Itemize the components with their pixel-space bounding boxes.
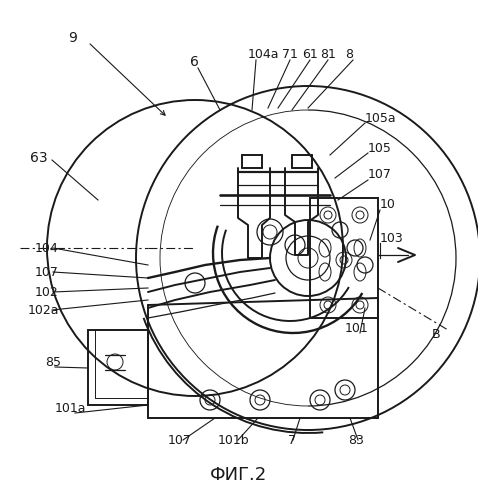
Text: 81: 81	[320, 48, 336, 62]
Text: 107: 107	[35, 266, 59, 278]
Text: 7: 7	[288, 434, 296, 446]
Text: 101: 101	[345, 322, 369, 334]
Text: 104a: 104a	[248, 48, 280, 62]
Text: 107: 107	[368, 168, 392, 181]
Text: 6: 6	[190, 55, 199, 69]
Text: 101b: 101b	[218, 434, 250, 446]
Text: B: B	[432, 328, 441, 342]
Text: 102: 102	[35, 286, 59, 298]
Text: 105a: 105a	[365, 112, 397, 124]
Text: 101a: 101a	[55, 402, 87, 414]
Text: 8: 8	[345, 48, 353, 62]
Text: 71: 71	[282, 48, 298, 62]
Text: 105: 105	[368, 142, 392, 154]
Text: 102a: 102a	[28, 304, 59, 316]
Text: 63: 63	[30, 151, 48, 165]
Text: 85: 85	[45, 356, 61, 368]
Text: 10: 10	[380, 198, 396, 211]
Text: 107: 107	[168, 434, 192, 446]
Text: ФИГ.2: ФИГ.2	[210, 466, 268, 484]
Text: 104: 104	[35, 242, 59, 254]
Text: 103: 103	[380, 232, 404, 244]
Text: 83: 83	[348, 434, 364, 446]
Text: 9: 9	[68, 31, 77, 45]
Text: 61: 61	[302, 48, 318, 62]
